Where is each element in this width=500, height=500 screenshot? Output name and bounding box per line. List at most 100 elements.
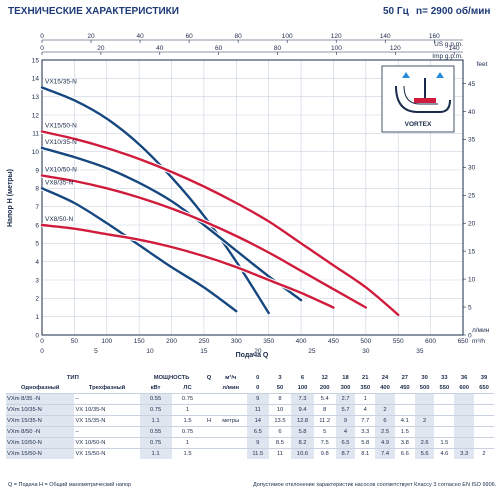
y-tick-label: 11 <box>32 131 39 138</box>
y-tick-label: 5 <box>35 241 39 248</box>
h-unit: метры <box>214 415 247 427</box>
head-value <box>375 393 395 405</box>
h-unit <box>214 448 247 459</box>
y-tick-label: 4 <box>35 259 39 266</box>
lmin-unit: л/мин <box>472 327 490 334</box>
three-phase-model: – <box>74 393 140 405</box>
head-value: 7.4 <box>375 448 395 459</box>
us-gpm-tick: 120 <box>331 33 342 40</box>
power-hp: 0.75 <box>171 426 204 438</box>
y-axis-label: Напор H (метры) <box>7 169 14 227</box>
head-value: 7.3 <box>291 393 314 405</box>
us-gpm-tick: 60 <box>185 33 193 40</box>
us-gpm-tick: 40 <box>136 33 144 40</box>
power-kw: 1.1 <box>139 448 172 459</box>
m3h-tick: 15 <box>200 348 208 355</box>
ticks: 0 50 100 150 200 250 300 350 400 450 500 550 600 6500… <box>32 33 476 355</box>
single-phase-model: VXm 8/50 -N <box>6 426 75 438</box>
feet-unit: feet <box>477 61 488 68</box>
flow-m3h-cell: 0 <box>256 375 260 381</box>
y-tick-label: 8 <box>35 186 39 193</box>
head-value <box>454 437 475 449</box>
single-phase-model: VXm 15/50-N <box>6 448 75 459</box>
h-label <box>203 448 215 459</box>
imp-gpm-tick: 80 <box>274 45 282 52</box>
flow-m3h-cell: 30 <box>421 375 428 381</box>
y-tick-label: 12 <box>32 112 40 119</box>
y-tick-label: 15 <box>32 57 40 64</box>
head-value: 8 <box>313 404 336 416</box>
head-value: 6.5 <box>335 437 356 449</box>
series-line <box>40 174 368 309</box>
head-value: 9.4 <box>291 404 314 416</box>
x-tick-label: 350 <box>263 338 274 345</box>
head-value: 7.5 <box>313 437 336 449</box>
series-label: VX10/35-N <box>45 139 77 146</box>
power-kw: 0.55 <box>139 426 172 438</box>
m3h-tick: 5 <box>94 348 98 355</box>
y-tick-label: 2 <box>35 296 39 303</box>
head-value: 10.6 <box>291 448 314 459</box>
m3h-unit: m³/h <box>472 338 485 345</box>
x-tick-label: 100 <box>101 338 112 345</box>
head-value: 4 <box>355 404 376 416</box>
flow-m3h-cell: 27 <box>401 375 409 381</box>
head-value <box>454 426 475 438</box>
head-value <box>414 404 435 416</box>
head-value: 5.7 <box>335 404 356 416</box>
single-phase-model: VXm 10/50-N <box>6 437 75 449</box>
power-kw: 1.1 <box>139 415 172 427</box>
m3h-tick: 20 <box>254 348 262 355</box>
flow-lmin-cell: 0 <box>256 385 260 391</box>
flow-m3h-cell: 3 <box>278 375 282 381</box>
three-phase-header: Трехфазный <box>88 385 126 391</box>
flow-arrow-icon <box>402 72 410 78</box>
flow-m3h-cell: 6 <box>300 375 305 381</box>
x-tick-label: 200 <box>166 338 177 345</box>
head-value: 4.9 <box>375 437 395 449</box>
feet-tick: 10 <box>468 276 476 283</box>
kw-header: кВт <box>150 385 161 391</box>
head-value: 4.1 <box>394 415 415 427</box>
head-value <box>454 393 475 405</box>
head-value <box>474 393 494 405</box>
series-label: VX15/35-N <box>45 79 77 86</box>
head-value: 6.6 <box>394 448 415 459</box>
feet-tick: 15 <box>468 248 476 255</box>
y-tick-label: 7 <box>35 204 39 211</box>
blank-cell <box>204 383 215 394</box>
head-value <box>434 393 455 405</box>
us-gpm-tick: 160 <box>429 33 440 40</box>
m3h-tick: 25 <box>308 348 316 355</box>
x-tick-label: 400 <box>296 338 307 345</box>
x-tick-label: 250 <box>198 338 209 345</box>
head-value: 1.5 <box>434 437 455 449</box>
m3h-tick: 30 <box>362 348 370 355</box>
y-tick-label: 0 <box>35 332 39 339</box>
impeller-icon <box>414 98 436 103</box>
three-phase-model: VX 15/35-N <box>74 415 140 427</box>
flow-m3h-cell: 21 <box>362 375 369 381</box>
feet-tick: 35 <box>468 137 476 144</box>
flow-m3h-cell: 24 <box>381 375 389 381</box>
flow-lmin-cell: 600 <box>459 385 469 391</box>
head-value: 11.5 <box>246 448 269 459</box>
head-value <box>474 415 494 427</box>
flow-m3h-cell: 12 <box>321 375 328 381</box>
head-value: 8.2 <box>291 437 314 449</box>
head-value <box>474 437 494 449</box>
head-value: 11.2 <box>313 415 336 427</box>
x-axis-label: Подача Q <box>236 352 269 359</box>
type-header: ТИП <box>66 375 79 381</box>
head-value: 6.5 <box>246 426 269 438</box>
h-unit <box>214 404 247 416</box>
lmin-unit-cell: л/мин <box>222 385 240 391</box>
imp-gpm-tick: 40 <box>156 45 164 52</box>
head-value: 4 <box>335 426 356 438</box>
y-tick-label: 13 <box>32 94 40 101</box>
imp-gpm-tick: 100 <box>331 45 342 52</box>
m3h-tick: 0 <box>40 348 44 355</box>
flow-m3h-cell: 39 <box>480 375 488 381</box>
head-value: 2 <box>375 404 395 416</box>
